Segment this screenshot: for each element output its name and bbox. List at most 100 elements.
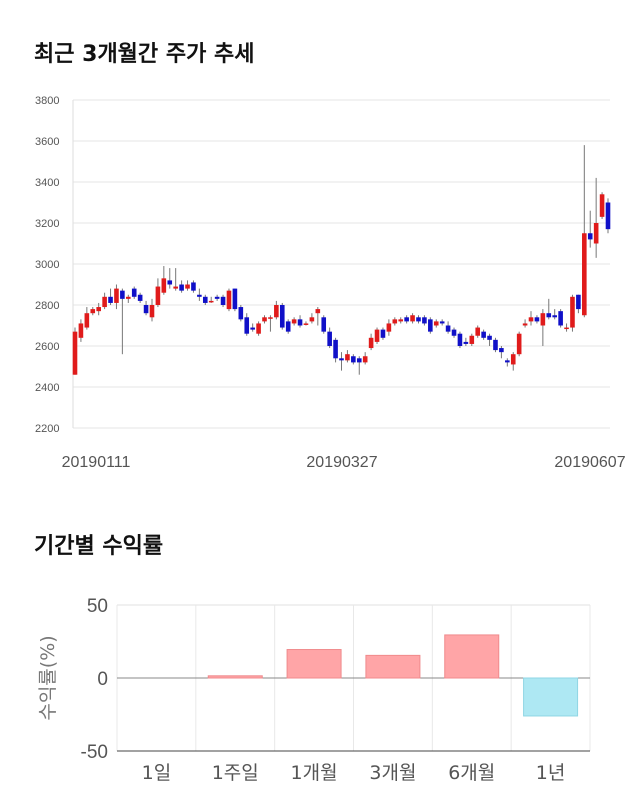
candle-body bbox=[398, 319, 404, 322]
candle-body bbox=[238, 307, 244, 320]
y-tick-label: 3200 bbox=[35, 218, 59, 230]
candle-body bbox=[564, 327, 569, 330]
candle-body bbox=[410, 315, 415, 322]
candle-body bbox=[475, 327, 481, 336]
candle-body bbox=[90, 309, 96, 314]
y-tick-label: 3800 bbox=[35, 95, 59, 107]
candle-body bbox=[333, 339, 338, 359]
candle-body bbox=[351, 356, 356, 363]
candle-body bbox=[368, 337, 374, 349]
candle-body bbox=[487, 335, 492, 340]
candle-body bbox=[582, 233, 587, 316]
candle-body bbox=[362, 356, 368, 363]
candle-body bbox=[179, 284, 184, 291]
candle-body bbox=[309, 317, 315, 322]
title-price-trend: 최근 3개월간 주가 추세 bbox=[34, 42, 255, 67]
y-tick-label: 0 bbox=[97, 669, 108, 690]
candle-body bbox=[540, 313, 546, 326]
candle-body bbox=[167, 280, 173, 285]
return-bar bbox=[365, 654, 421, 679]
candle-body bbox=[528, 317, 534, 322]
candle-body bbox=[386, 323, 392, 332]
candle-body bbox=[114, 288, 119, 303]
candle-body bbox=[481, 331, 486, 338]
x-tick-label: 6개월 bbox=[448, 762, 495, 784]
candle-body bbox=[451, 329, 457, 336]
y-tick-label: 50 bbox=[87, 596, 108, 617]
candle-body bbox=[552, 315, 557, 318]
x-tick-label: 1년 bbox=[536, 762, 566, 784]
candle-body bbox=[516, 333, 522, 355]
candle-body bbox=[428, 319, 433, 332]
y-tick-label: 2800 bbox=[35, 300, 59, 312]
y-tick-label: 2200 bbox=[35, 423, 59, 435]
candle-body bbox=[185, 284, 190, 289]
candle-body bbox=[131, 288, 137, 297]
candle-body bbox=[137, 294, 143, 301]
candle-body bbox=[576, 294, 581, 310]
x-tick-label: 20190111 bbox=[62, 454, 131, 471]
candle-body bbox=[493, 339, 498, 351]
candle-body bbox=[416, 317, 421, 322]
return-bar bbox=[286, 649, 342, 679]
candle-body bbox=[392, 319, 398, 324]
candle-body bbox=[149, 305, 155, 318]
candle-body bbox=[321, 317, 327, 332]
y-tick-label: 3400 bbox=[35, 177, 59, 189]
candle-body bbox=[534, 317, 540, 322]
candle-body bbox=[404, 317, 409, 322]
candle-body bbox=[546, 313, 552, 318]
candle-body bbox=[422, 317, 427, 324]
candle-body bbox=[279, 305, 285, 328]
candle-body bbox=[558, 311, 563, 326]
candle-body bbox=[457, 333, 463, 346]
candle-body bbox=[469, 335, 475, 344]
y-tick-label: 2400 bbox=[35, 382, 59, 394]
x-tick-label: 20190327 bbox=[306, 454, 377, 471]
candle-body bbox=[327, 331, 332, 346]
candle-body bbox=[339, 358, 344, 361]
candle-body bbox=[220, 296, 226, 305]
candle-body bbox=[244, 317, 250, 334]
candle-body bbox=[226, 290, 232, 310]
candle-body bbox=[303, 323, 309, 325]
candle-body bbox=[587, 233, 593, 240]
candle-body bbox=[250, 327, 255, 330]
y-tick-label: 3000 bbox=[35, 259, 59, 271]
x-tick-label: 1개월 bbox=[291, 762, 338, 784]
candle-body bbox=[84, 313, 90, 328]
candle-body bbox=[108, 296, 113, 303]
candle-body bbox=[197, 294, 202, 297]
candle-body bbox=[155, 286, 161, 305]
candle-body bbox=[126, 296, 131, 299]
candle-body bbox=[256, 323, 261, 334]
y-tick-label: 3600 bbox=[35, 136, 59, 148]
return-bar bbox=[444, 634, 500, 679]
x-tick-label: 3개월 bbox=[369, 762, 416, 784]
candle-body bbox=[274, 305, 279, 318]
candle-body bbox=[593, 223, 599, 244]
candle-body bbox=[599, 194, 605, 217]
title-period-returns: 기간별 수익률 bbox=[34, 534, 164, 559]
y-tick-label: -50 bbox=[81, 742, 108, 763]
candle-body bbox=[356, 358, 362, 363]
return-bar bbox=[523, 677, 579, 717]
candle-body bbox=[505, 360, 510, 363]
candle-body bbox=[262, 317, 267, 322]
y-axis-label: 수익률(%) bbox=[37, 635, 59, 720]
candle-body bbox=[285, 321, 291, 332]
candle-body bbox=[120, 290, 125, 299]
x-tick-label: 20190607 bbox=[554, 454, 625, 471]
candle-body bbox=[439, 321, 445, 324]
candle-body bbox=[522, 323, 528, 326]
candle-body bbox=[445, 325, 451, 332]
candle-body bbox=[291, 319, 297, 324]
candle-body bbox=[433, 321, 439, 326]
candle-body bbox=[191, 282, 196, 291]
candle-body bbox=[345, 354, 350, 361]
candle-body bbox=[463, 341, 469, 344]
candle-body bbox=[499, 348, 504, 353]
candle-body bbox=[570, 296, 575, 328]
candle-body bbox=[173, 286, 178, 289]
